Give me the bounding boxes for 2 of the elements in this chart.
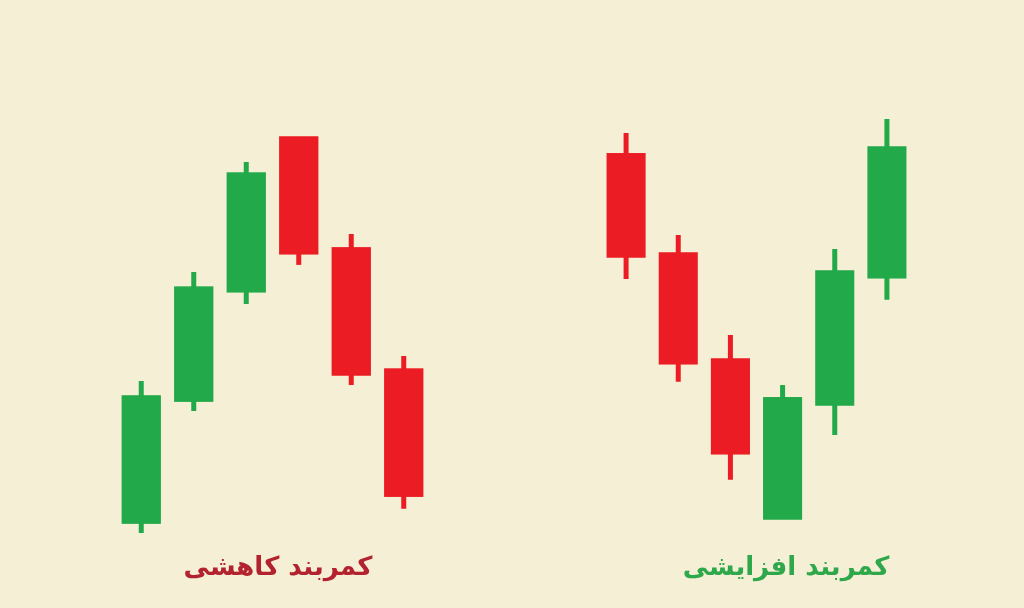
text: کمربند افزایشی (682, 551, 891, 582)
text: کمربند کاهشی (183, 551, 374, 582)
